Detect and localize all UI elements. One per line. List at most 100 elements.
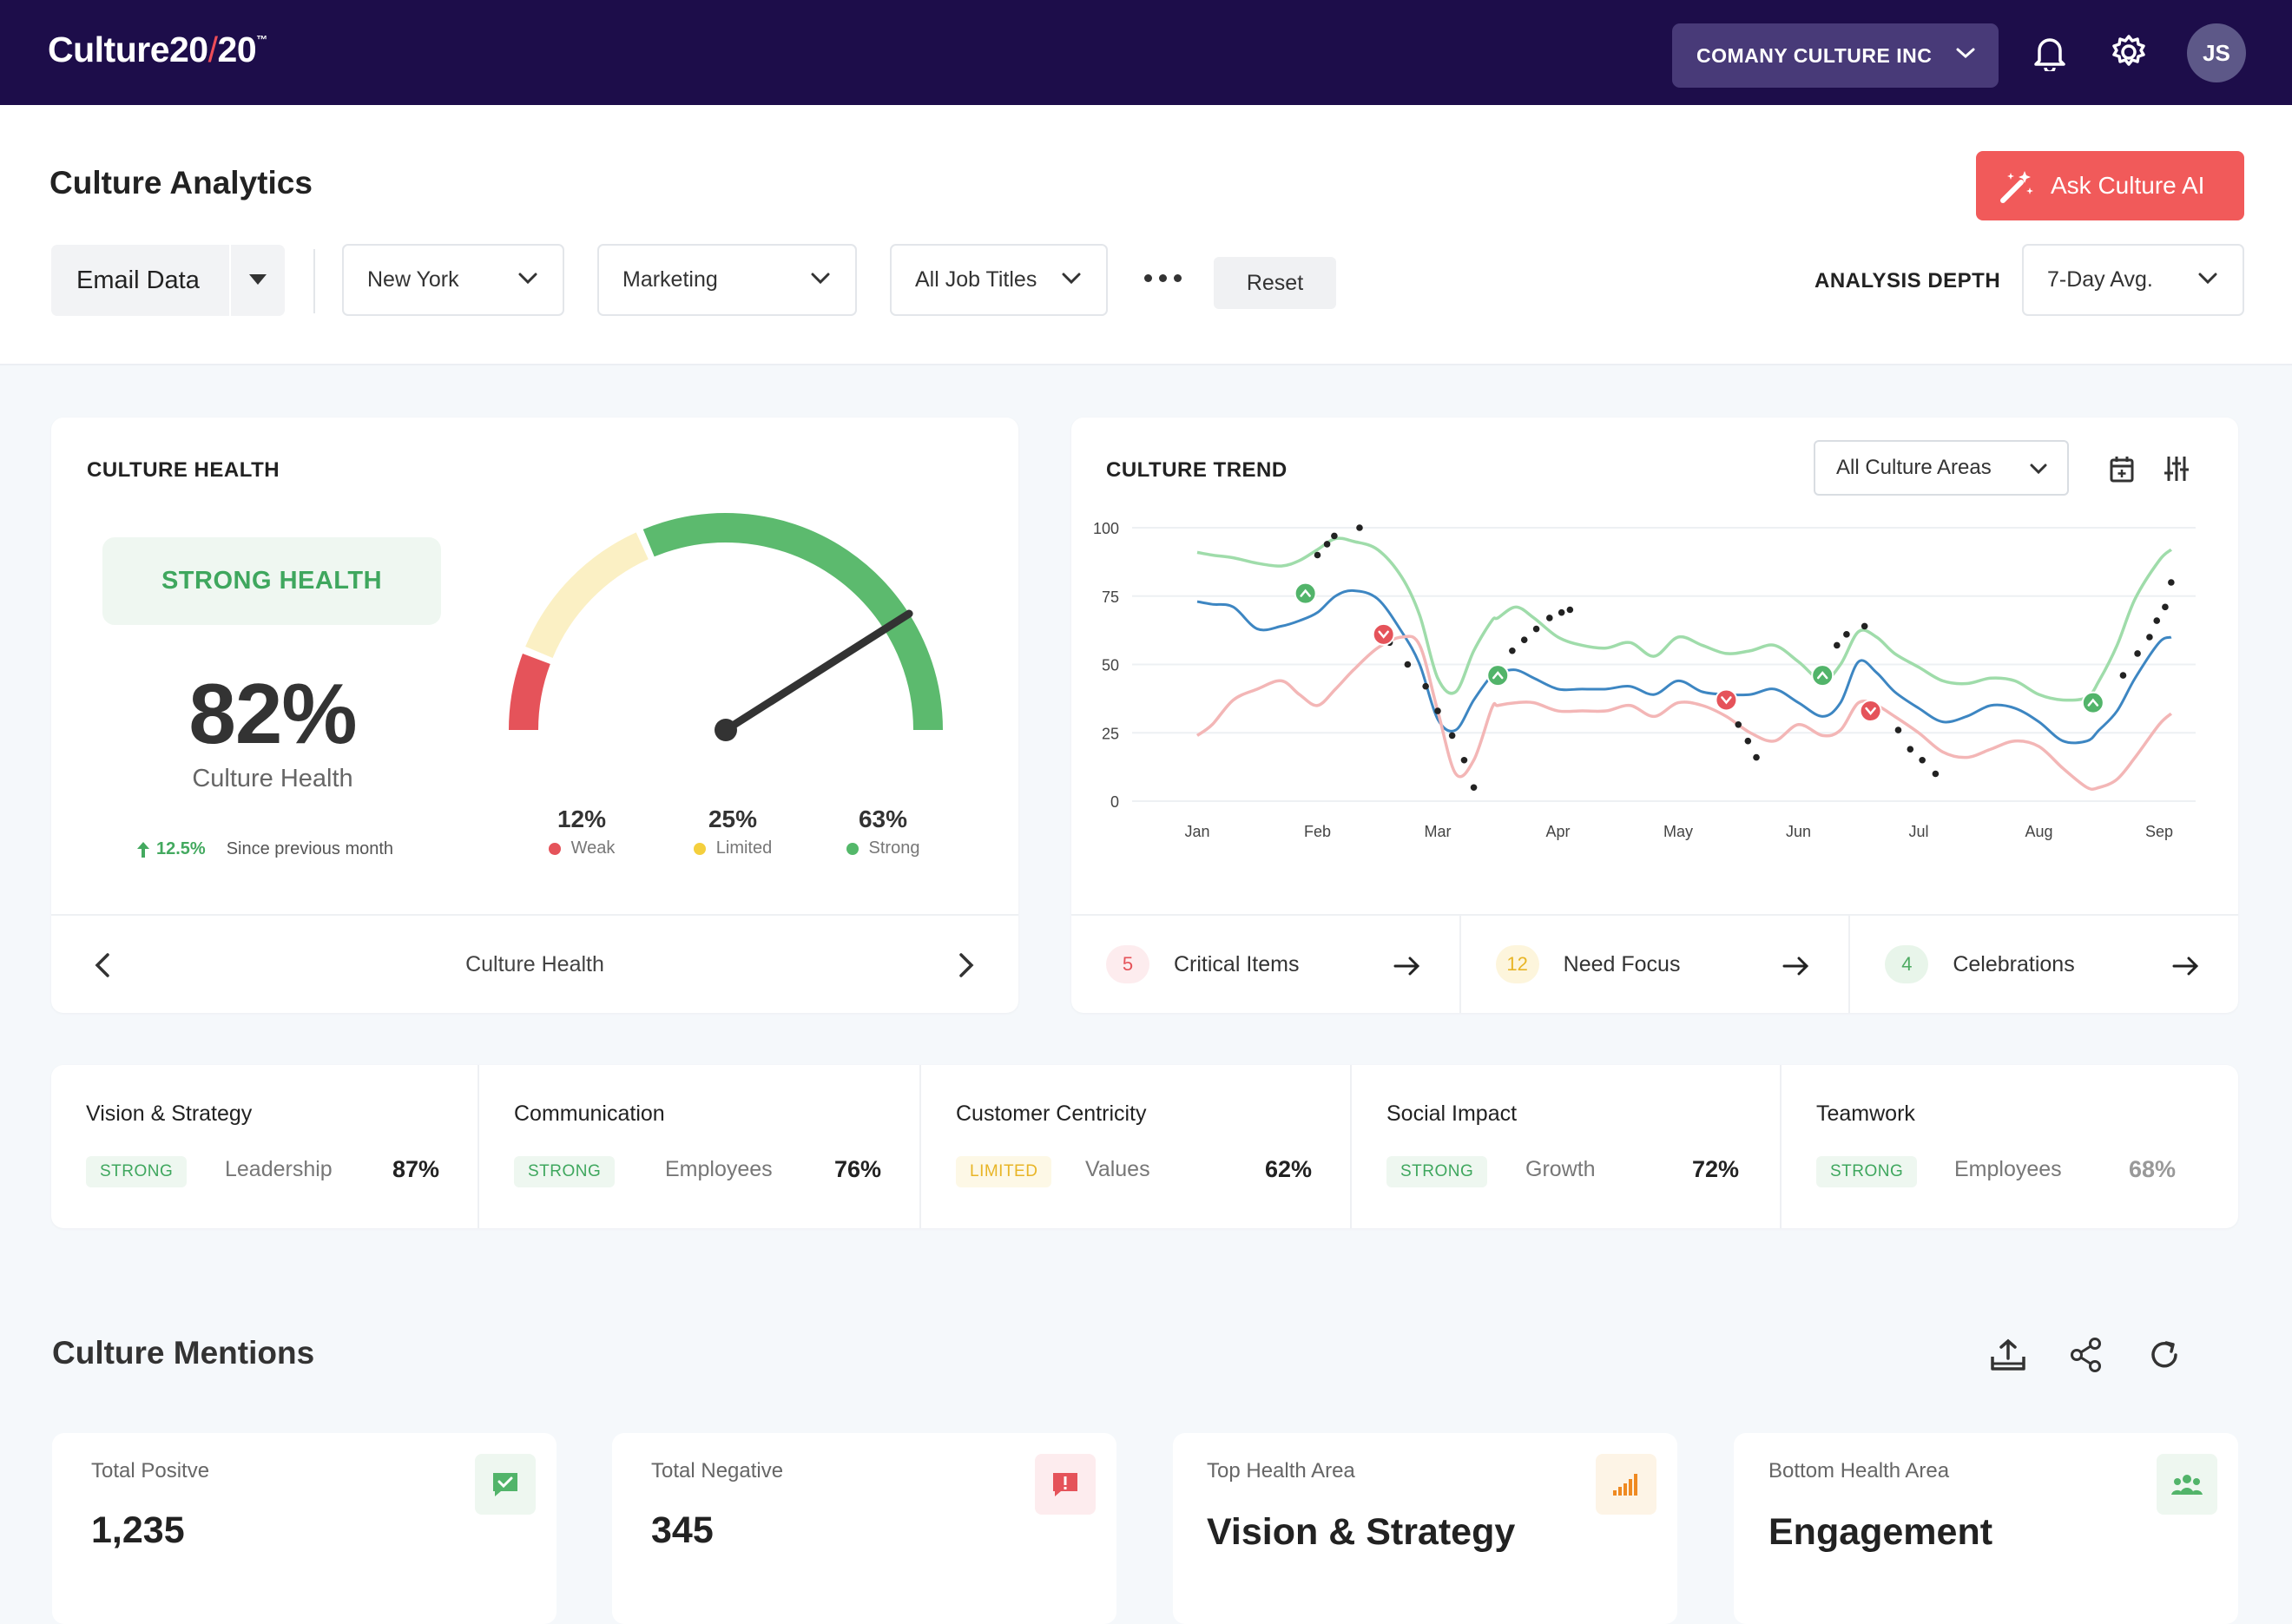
trend-footer: 5 Critical Items 12 Need Focus 4 Celebra…: [1071, 914, 2238, 1013]
data-source-dropdown[interactable]: Email Data: [51, 245, 285, 316]
share-icon[interactable]: [2065, 1333, 2108, 1377]
chart-dot: [1546, 615, 1553, 621]
area-card-customer-centricity[interactable]: Customer Centricity LIMITED Values 62%: [919, 1065, 1350, 1228]
x-tick-label: Apr: [1545, 823, 1570, 840]
chevron-left-icon[interactable]: [93, 952, 112, 978]
calendar-add-icon[interactable]: [2108, 454, 2136, 483]
area-name: Social Impact: [1386, 1101, 1518, 1126]
sliders-icon[interactable]: [2164, 454, 2190, 483]
area-sub-label: Employees: [1954, 1157, 2062, 1181]
area-status-badge: STRONG: [1386, 1156, 1488, 1187]
bell-icon[interactable]: [2024, 26, 2076, 78]
stat-card-value: 345: [651, 1509, 714, 1551]
area-card-communication[interactable]: Communication STRONG Employees 76%: [478, 1065, 919, 1228]
chart-dot: [1470, 784, 1478, 792]
chart-dot: [2119, 672, 2127, 679]
y-tick-label: 75: [1102, 588, 1119, 606]
caret-down-icon[interactable]: [249, 274, 267, 285]
arrow-right-icon: [2172, 957, 2199, 976]
y-tick-label: 100: [1093, 522, 1119, 537]
stat-value: 12%: [557, 805, 607, 832]
job-titles-dropdown[interactable]: All Job Titles: [890, 244, 1108, 316]
critical-marker: [1859, 700, 1882, 723]
area-card-vision-strategy[interactable]: Vision & Strategy STRONG Leadership 87%: [51, 1065, 478, 1228]
header-band: [0, 105, 2292, 365]
chart-dot: [1323, 541, 1331, 548]
chart-dotted-points: [1314, 524, 2175, 792]
critical-items-link[interactable]: 5 Critical Items: [1071, 916, 1459, 1013]
area-name: Vision & Strategy: [86, 1101, 253, 1126]
location-dropdown[interactable]: New York: [342, 244, 564, 316]
area-status-badge: LIMITED: [956, 1156, 1052, 1187]
chart-dot: [1861, 622, 1868, 630]
area-card-social-impact[interactable]: Social Impact STRONG Growth 72%: [1350, 1065, 1780, 1228]
chevron-down-icon: [2030, 464, 2047, 475]
stat-card-label: Total Positve: [91, 1459, 210, 1483]
department-dropdown[interactable]: Marketing: [597, 244, 857, 316]
page-title: Culture Analytics: [49, 165, 313, 201]
stat-value: 25%: [708, 805, 758, 832]
gauge-stat-strong: 63% Strong: [822, 805, 944, 858]
total-negative-card[interactable]: Total Negative 345: [612, 1433, 1116, 1624]
refresh-icon[interactable]: [2143, 1333, 2186, 1377]
series-line-1: [1196, 588, 2172, 745]
area-card-teamwork[interactable]: Teamwork STRONG Employees 68%: [1780, 1065, 2238, 1228]
data-source-label: Email Data: [76, 266, 200, 294]
arrow-right-icon: [1393, 957, 1419, 976]
analysis-depth-dropdown[interactable]: 7-Day Avg.: [2022, 244, 2244, 316]
stat-value: 63%: [858, 805, 908, 832]
area-sub-label: Leadership: [225, 1157, 333, 1181]
culture-area-dropdown[interactable]: All Culture Areas: [1814, 440, 2069, 496]
culture-areas-row: Vision & Strategy STRONG Leadership 87% …: [51, 1065, 2238, 1228]
chart-dot: [1834, 641, 1841, 649]
area-name: Communication: [514, 1101, 665, 1126]
department-label: Marketing: [622, 267, 718, 292]
area-sub-label: Employees: [665, 1157, 773, 1181]
logo-tail: 20: [217, 30, 257, 69]
chevron-down-icon: [1956, 48, 1975, 59]
top-health-area-card[interactable]: Top Health Area Vision & Strategy: [1173, 1433, 1677, 1624]
series-line-0: [1196, 536, 2173, 702]
health-subtitle: Culture Health: [192, 765, 353, 792]
chart-dot: [1907, 746, 1914, 753]
chart-dot: [1509, 647, 1516, 654]
more-filters-icon[interactable]: [1144, 274, 1182, 282]
chart-dot: [2168, 579, 2175, 586]
critical-marker: [1715, 688, 1738, 712]
area-value: 76%: [834, 1156, 882, 1182]
area-status-badge: STRONG: [86, 1156, 188, 1187]
stat-card-value: 1,235: [91, 1509, 185, 1551]
gear-icon[interactable]: [2103, 26, 2155, 78]
critical-items-label: Critical Items: [1174, 951, 1300, 976]
need-focus-link[interactable]: 12 Need Focus: [1459, 916, 1849, 1013]
weak-dot: [548, 842, 561, 855]
area-sub-label: Values: [1085, 1157, 1150, 1181]
chart-dot: [1448, 732, 1456, 740]
area-name: Customer Centricity: [956, 1101, 1147, 1126]
company-selector[interactable]: COMANY CULTURE INC: [1672, 23, 1999, 88]
bottom-health-area-card[interactable]: Bottom Health Area Engagement: [1734, 1433, 2238, 1624]
health-footer: Culture Health: [51, 914, 1018, 1013]
total-positive-card[interactable]: Total Positve 1,235: [52, 1433, 557, 1624]
culture-health-card: CULTURE HEALTH STRONG HEALTH 82% Culture…: [51, 418, 1018, 1013]
people-icon: [2157, 1454, 2217, 1515]
chevron-right-icon[interactable]: [957, 952, 976, 978]
chart-dot: [1356, 524, 1363, 531]
health-percent: 82%: [188, 666, 357, 761]
health-status-badge: STRONG HEALTH: [102, 537, 441, 625]
export-icon[interactable]: [1986, 1333, 2030, 1377]
health-footer-label: Culture Health: [465, 951, 604, 976]
app-logo[interactable]: Culture20/20™: [48, 30, 267, 70]
user-avatar[interactable]: JS: [2187, 23, 2246, 82]
critical-marker: [1372, 622, 1395, 646]
celebrations-label: Celebrations: [1953, 951, 2075, 976]
celebrations-link[interactable]: 4 Celebrations: [1848, 916, 2238, 1013]
chart-dot: [1843, 631, 1850, 638]
arrow-up-icon: [137, 841, 149, 858]
x-tick-label: Jul: [1908, 823, 1928, 840]
stat-card-value: Vision & Strategy: [1207, 1511, 1516, 1553]
chat-alert-icon: [1035, 1454, 1096, 1515]
area-value: 62%: [1265, 1156, 1313, 1182]
ask-culture-ai-button[interactable]: Ask Culture AI: [1976, 151, 2244, 220]
reset-button[interactable]: Reset: [1214, 257, 1336, 309]
